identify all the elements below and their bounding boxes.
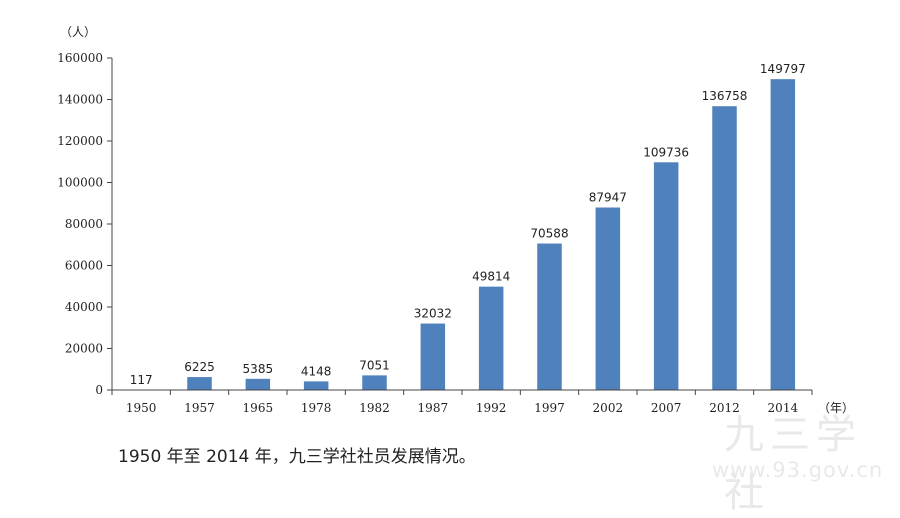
- x-tick-label-2007: 2007: [651, 401, 682, 415]
- data-label-1987: 32032: [414, 307, 452, 321]
- data-label-1997: 70588: [530, 227, 568, 241]
- bar-1957: [187, 377, 212, 390]
- x-axis: 1950 1957 1965 1978 1982 1987 1992 1997 2002 2007…: [111, 389, 813, 415]
- bar-1997: [537, 243, 562, 390]
- data-label-2007: 109736: [643, 145, 689, 159]
- data-label-2002: 87947: [589, 191, 627, 205]
- y-tick-label: 0: [95, 383, 103, 397]
- data-label-2014: 149797: [760, 62, 806, 76]
- data-label-1957: 6225: [184, 360, 215, 374]
- x-tick-label-1992: 1992: [476, 401, 507, 415]
- bar-1965: [245, 378, 271, 390]
- bar-2012: [712, 106, 737, 391]
- watermark-url: www.93.gov.cn: [712, 458, 884, 482]
- data-labels: 117 6225 5385 4148 7051 32032 49814 70588 87947 1…: [130, 62, 806, 387]
- watermark-logo-text: 九三学社: [724, 412, 862, 516]
- data-label-1992: 49814: [472, 270, 510, 284]
- y-tick-label: 100000: [57, 176, 103, 190]
- data-label-2012: 136758: [702, 89, 748, 103]
- y-tick-label: 160000: [57, 51, 103, 65]
- x-tick-label-1997: 1997: [534, 401, 565, 415]
- x-tick-label-1978: 1978: [301, 401, 332, 415]
- bar-chart: 0 20000 40000 60000 80000 100000 120000 140000 1…: [57, 25, 854, 415]
- x-tick-label-2012: 2012: [709, 401, 740, 415]
- bars: [128, 79, 796, 391]
- y-axis-unit: （人）: [60, 25, 96, 39]
- data-label-1965: 5385: [243, 362, 274, 376]
- y-tick-label: 40000: [65, 300, 103, 314]
- bar-1992: [478, 286, 504, 390]
- bar-2014: [770, 79, 796, 390]
- data-label-1978: 4148: [301, 364, 332, 378]
- bar-1987: [420, 323, 446, 390]
- x-tick-label-1950: 1950: [126, 401, 157, 415]
- y-tick-label: 60000: [65, 259, 103, 273]
- y-tick-label: 80000: [65, 217, 103, 231]
- x-tick-label-1957: 1957: [184, 401, 215, 415]
- bar-1978: [303, 381, 329, 390]
- x-tick-label-1965: 1965: [243, 401, 274, 415]
- bar-1982: [362, 375, 387, 390]
- x-tick-label-1982: 1982: [359, 401, 390, 415]
- y-tick-label: 120000: [57, 134, 103, 148]
- y-tick-label: 140000: [57, 93, 103, 107]
- bar-2007: [653, 162, 679, 390]
- y-axis: 0 20000 40000 60000 80000 100000 120000 140000 1…: [57, 51, 113, 397]
- x-axis-unit: （年）: [818, 401, 854, 415]
- bar-2002: [595, 207, 621, 390]
- chart-caption: 1950 年至 2014 年，九三学社社员发展情况。: [118, 447, 476, 467]
- y-tick-label: 20000: [65, 342, 103, 356]
- x-tick-label-1987: 1987: [418, 401, 449, 415]
- x-tick-label-2014: 2014: [768, 401, 799, 415]
- data-label-1982: 7051: [359, 358, 390, 372]
- x-tick-label-2002: 2002: [593, 401, 624, 415]
- data-label-1950: 117: [130, 373, 153, 387]
